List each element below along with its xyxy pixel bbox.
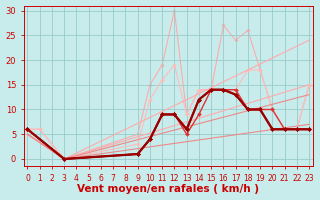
X-axis label: Vent moyen/en rafales ( km/h ): Vent moyen/en rafales ( km/h ) <box>77 184 259 194</box>
